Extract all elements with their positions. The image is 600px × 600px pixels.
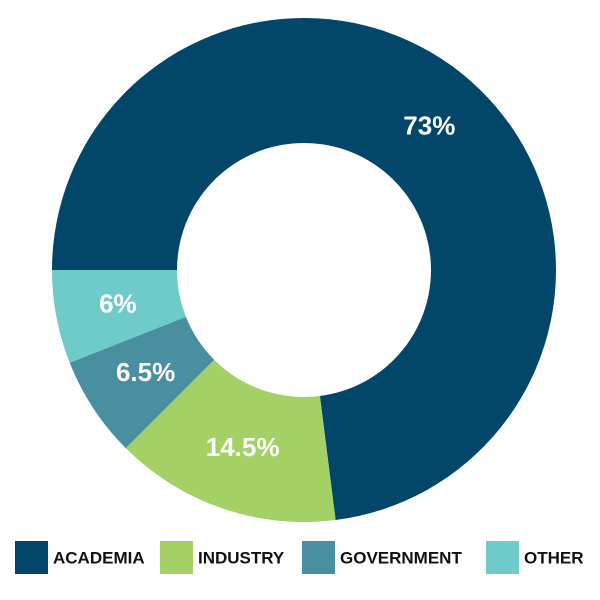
donut-slice xyxy=(125,359,336,522)
data-label: 6.5% xyxy=(116,357,175,387)
legend-swatch xyxy=(302,541,335,574)
legend-label: ACADEMIA xyxy=(53,548,145,567)
legend-label: INDUSTRY xyxy=(198,548,285,567)
legend-swatch xyxy=(15,541,48,574)
data-label: 6% xyxy=(99,288,137,318)
data-label: 14.5% xyxy=(206,432,280,462)
legend-label: OTHER xyxy=(524,548,584,567)
legend-swatch xyxy=(486,541,519,574)
donut-slice xyxy=(52,18,557,521)
donut-slice xyxy=(52,270,186,363)
data-label: 73% xyxy=(403,111,455,141)
donut-slice xyxy=(69,316,215,449)
legend-label: GOVERNMENT xyxy=(340,548,462,567)
legend-swatch xyxy=(160,541,193,574)
